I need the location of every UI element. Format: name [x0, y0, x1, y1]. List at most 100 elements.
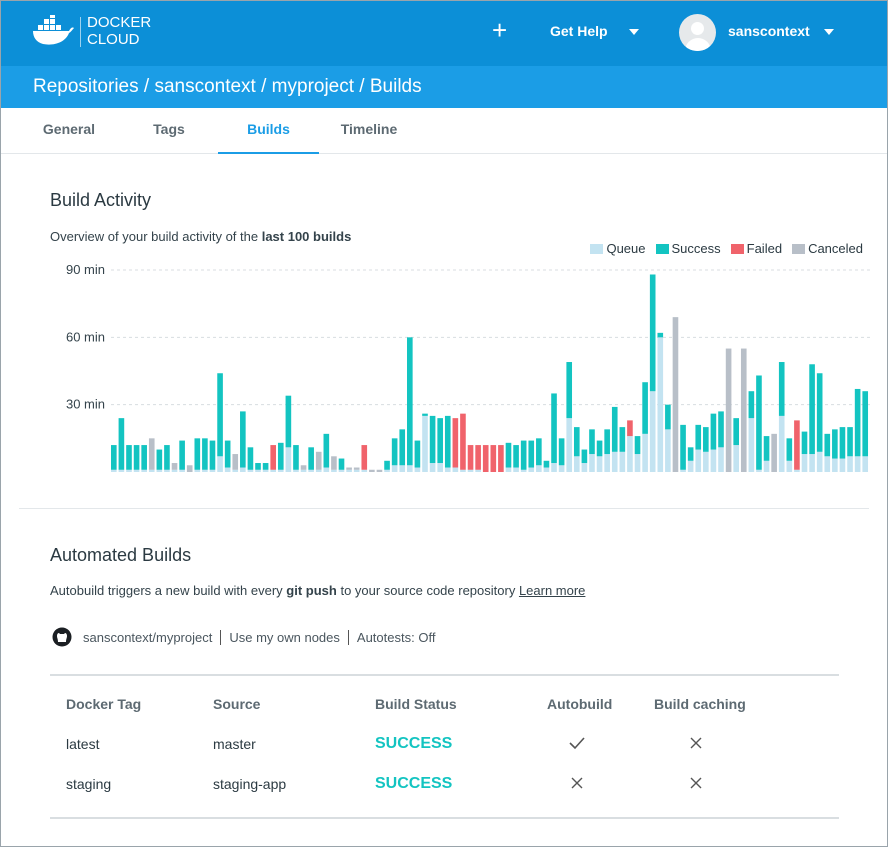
bar-segment [285, 395, 292, 448]
bar-segment [164, 469, 170, 472]
bar-segment [148, 469, 155, 472]
legend-swatch [590, 243, 604, 254]
caret [629, 29, 639, 35]
bar-segment [247, 447, 254, 470]
column-header: Build caching [654, 696, 746, 712]
bar-segment [255, 469, 261, 472]
chart: 30 min 60 min 90 min [66, 262, 870, 472]
bar-segment [695, 424, 702, 450]
bar-segment [384, 469, 390, 472]
check-icon [569, 736, 585, 749]
bar-segment [414, 467, 421, 472]
bar-segment [816, 451, 823, 472]
bar-segment [619, 427, 626, 452]
bar-segment [513, 467, 519, 472]
bar-segment [422, 413, 428, 416]
bar-segment [566, 418, 573, 472]
brand-line: DOCKER [87, 14, 152, 31]
github-icon [52, 627, 72, 647]
bar-segment [611, 406, 618, 452]
bar-segment [816, 373, 823, 452]
bar-segment [437, 463, 443, 472]
bar-segment [703, 427, 709, 452]
bar-segment [384, 460, 390, 470]
bar-segment [854, 388, 861, 457]
bar-segment [551, 463, 557, 472]
bar-segment [141, 445, 147, 470]
bar-segment [642, 382, 648, 434]
bar-segment [596, 440, 603, 457]
status: SUCCESS [375, 775, 453, 792]
bar-segment [763, 436, 770, 461]
bar-segment [407, 465, 413, 472]
bar-segment [391, 465, 398, 472]
bar-segment [733, 445, 739, 472]
bar-segment [171, 463, 178, 470]
help-menu[interactable]: Get Help [550, 23, 608, 39]
bar-segment [725, 348, 732, 472]
bar-segment [718, 411, 724, 448]
bar-segment [558, 438, 565, 466]
intro: Overview of your build activity of the l… [50, 229, 351, 244]
bar-segment [407, 337, 413, 466]
bar-segment [285, 447, 292, 472]
bar-segment [338, 469, 345, 472]
bar-segment [680, 469, 686, 472]
bar-segment [452, 418, 459, 468]
repo: sanscontext/myproject [83, 630, 213, 645]
bar-segment [513, 445, 519, 468]
repo-info: sanscontext/myproject Use my own nodes Aut… [83, 630, 435, 645]
text: to your source code repository [336, 583, 519, 598]
nodes: Use my own nodes [229, 630, 340, 645]
legend-swatch [655, 243, 669, 254]
bar-segment [839, 427, 846, 459]
bar-segment [801, 431, 808, 455]
link[interactable]: Learn more [518, 583, 586, 598]
user-menu[interactable]: sanscontext [728, 23, 810, 39]
bar-segment [171, 469, 178, 472]
intro-bold: last 100 builds [261, 229, 352, 244]
bar-segment [839, 458, 846, 472]
bar-segment [528, 467, 535, 472]
text-bold: git push [286, 583, 337, 598]
bar-segment [832, 429, 838, 459]
caret [824, 29, 834, 35]
bar-segment [581, 449, 588, 464]
bar-segment [346, 469, 352, 472]
legend-swatch [792, 243, 806, 254]
tab[interactable]: General [42, 121, 96, 137]
bar-segment [794, 469, 800, 472]
bar-segment [429, 463, 436, 472]
bar-segment [202, 438, 208, 470]
breadcrumb: Repositories / sanscontext / myproject /… [33, 76, 422, 97]
intro-text: Overview of your build activity of the [50, 229, 262, 244]
bar-segment [634, 454, 641, 472]
bar-segment [665, 404, 671, 430]
bar-segment [847, 427, 853, 457]
bar-segment [862, 456, 869, 472]
bar-segment [262, 469, 269, 472]
bar-segment [498, 445, 504, 472]
bar-segment [627, 420, 633, 437]
tab[interactable]: Timeline [340, 121, 398, 137]
tab[interactable]: Tags [153, 121, 185, 137]
tabs: General Tags Builds Timeline [1, 108, 887, 154]
tab-active[interactable]: Builds [218, 108, 319, 154]
bar-segment [217, 456, 223, 472]
bar-segment [444, 415, 451, 468]
bar-segment [361, 469, 368, 472]
bar-segment [794, 420, 800, 470]
bar-segment [703, 451, 709, 472]
bar-segment [824, 433, 831, 457]
bar-segment [832, 458, 838, 472]
bar-segment [353, 469, 360, 472]
bar-segment [536, 465, 542, 472]
legend: Queue Success Failed Canceled [590, 241, 863, 256]
add-button[interactable]: + [492, 15, 508, 45]
legend-label: Success [671, 241, 721, 256]
bar-segment [277, 469, 284, 472]
bar-segment [232, 469, 239, 472]
bar-segment [133, 469, 140, 472]
avatar[interactable] [679, 14, 716, 51]
